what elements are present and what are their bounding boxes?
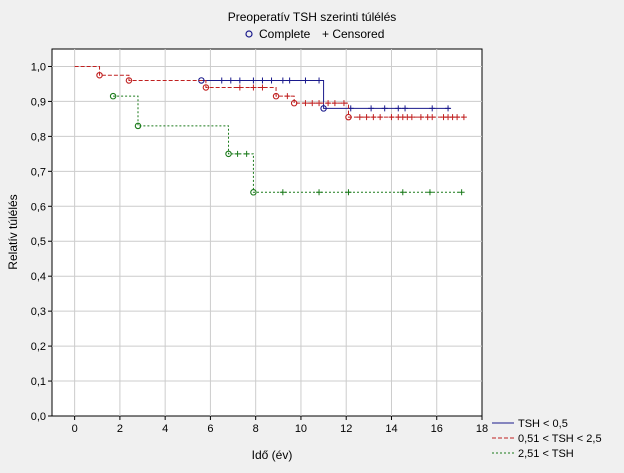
y-tick-label: 0,8	[31, 131, 46, 143]
x-tick-label: 0	[72, 423, 78, 435]
censored-point	[356, 114, 363, 121]
marker-legend-complete: Complete	[259, 27, 311, 41]
censored-point	[279, 189, 286, 196]
complete-point	[290, 99, 298, 107]
censored-point	[316, 189, 323, 196]
complete-point	[250, 189, 257, 196]
y-tick-label: 1,0	[31, 61, 46, 73]
censored-point	[345, 189, 352, 196]
x-tick-label: 14	[385, 423, 397, 435]
censored-point	[458, 189, 465, 196]
x-tick-label: 6	[207, 423, 213, 435]
censored-point	[236, 77, 243, 84]
marker-legend: Complete + Censored	[245, 27, 384, 41]
grid	[52, 49, 482, 416]
y-axis-label: Relatív túlélés	[6, 194, 20, 269]
legend-label: 2,51 < TSH	[518, 448, 574, 460]
censored-point	[243, 150, 250, 157]
censored-point	[370, 114, 377, 121]
legend-label: TSH < 0,5	[518, 418, 568, 430]
x-tick-label: 10	[295, 423, 307, 435]
censored-point	[302, 100, 309, 107]
censored-point	[227, 77, 234, 84]
censored-point	[284, 93, 291, 100]
series-line	[113, 95, 462, 193]
legend-label: 0,51 < TSH < 2,5	[518, 433, 602, 445]
marker-legend-censored: + Censored	[322, 27, 384, 41]
censored-point	[388, 114, 395, 121]
censored-point	[408, 114, 415, 121]
censored-point	[429, 114, 436, 121]
y-tick-label: 0,2	[31, 341, 46, 353]
x-axis-label: Idő (év)	[252, 448, 293, 462]
censored-point	[259, 77, 266, 84]
censored-point	[234, 150, 241, 157]
censored-point	[340, 100, 347, 107]
complete-point	[320, 105, 327, 112]
censored-point	[286, 77, 293, 84]
censored-point	[316, 100, 323, 107]
censored-point	[395, 105, 402, 112]
censored-point	[381, 105, 388, 112]
censored-point	[259, 84, 266, 91]
complete-marker-icon	[245, 30, 253, 38]
complete-point	[345, 113, 352, 121]
series-2	[74, 65, 467, 121]
censored-point	[460, 114, 467, 121]
censored-point	[331, 100, 338, 107]
censored-point	[454, 114, 461, 121]
complete-point	[134, 122, 142, 130]
censored-point	[309, 100, 316, 107]
censored-point	[325, 100, 332, 107]
y-tick-label: 0,5	[31, 236, 46, 248]
y-tick-label: 0,1	[31, 376, 46, 388]
censored-point	[377, 114, 384, 121]
x-tick-label: 4	[162, 423, 168, 435]
censored-point	[316, 77, 323, 84]
censored-point	[445, 105, 452, 112]
censored-point	[417, 114, 424, 121]
y-tick-label: 0,6	[31, 201, 46, 213]
series-3	[109, 92, 465, 196]
x-tick-label: 8	[253, 423, 259, 435]
censored-point	[250, 77, 257, 84]
complete-point	[109, 92, 117, 100]
censored-point	[368, 105, 375, 112]
censored-point	[279, 77, 286, 84]
y-tick-label: 0,7	[31, 166, 46, 178]
series-layer	[74, 65, 467, 196]
x-tick-label: 2	[117, 423, 123, 435]
complete-point	[272, 92, 280, 100]
series-legend: TSH < 0,5 0,51 < TSH < 2,5 2,51 < TSH	[492, 418, 602, 460]
chart-title: Preoperatív TSH szerinti túlélés	[228, 10, 397, 24]
censored-point	[426, 189, 433, 196]
y-tick-label: 0,0	[31, 411, 46, 423]
censored-point	[302, 77, 309, 84]
y-tick-label: 0,9	[31, 96, 46, 108]
censored-point	[218, 77, 225, 84]
x-tick-label: 18	[476, 423, 488, 435]
censored-point	[236, 84, 243, 91]
censored-point	[363, 114, 370, 121]
censored-point	[402, 105, 409, 112]
censored-point	[399, 189, 406, 196]
plot-area	[51, 48, 483, 417]
y-tick-label: 0,4	[31, 271, 46, 283]
censored-point	[268, 77, 275, 84]
censored-point	[429, 105, 436, 112]
y-tick-label: 0,3	[31, 306, 46, 318]
x-tick-label: 16	[431, 423, 443, 435]
complete-point	[202, 84, 210, 91]
complete-point	[225, 150, 232, 158]
complete-point	[96, 71, 103, 79]
censored-point	[250, 84, 257, 91]
x-tick-label: 12	[340, 423, 352, 435]
series-1	[198, 77, 452, 112]
axis-ticks: 0 2 4 6 8 10 12 14 16 18 0,0 0,1 0,2 0,3 0,4 0,5 0,6 0,7 0…	[31, 61, 488, 435]
complete-point	[125, 77, 133, 84]
